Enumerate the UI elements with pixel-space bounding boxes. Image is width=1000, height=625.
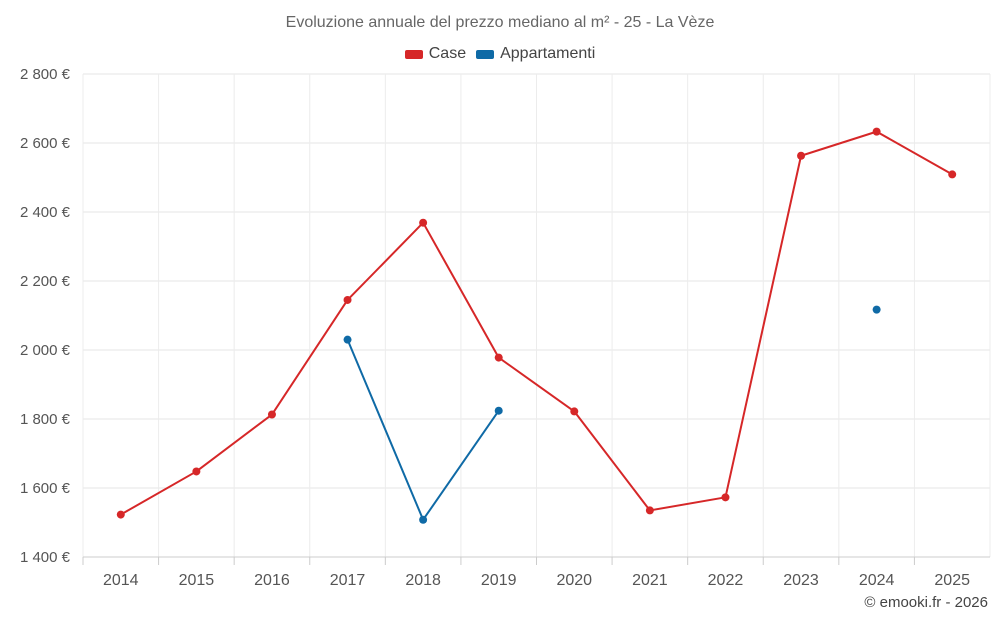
legend-label-case: Case [428, 45, 467, 62]
x-tick-label: 2025 [934, 572, 970, 589]
chart-title: Evoluzione annuale del prezzo mediano al… [285, 14, 715, 31]
x-tick-label: 2022 [708, 572, 744, 589]
legend-item-appartamenti[interactable]: Appartamenti [476, 45, 595, 63]
data-point-case[interactable] [419, 218, 428, 227]
data-point-case[interactable] [948, 170, 957, 179]
series-line-case [120, 130, 953, 516]
x-tick-label: 2020 [556, 572, 592, 589]
data-point-case[interactable] [872, 127, 881, 136]
data-point-appartamenti[interactable] [343, 335, 352, 344]
legend: Case Appartamenti [0, 45, 1000, 63]
legend-swatch-case [404, 49, 423, 59]
x-tick-label: 2021 [632, 572, 668, 589]
y-tick-label: 1 800 € [20, 411, 71, 428]
y-tick-label: 1 600 € [20, 480, 71, 497]
data-point-case[interactable] [721, 493, 730, 502]
y-tick-label: 2 800 € [20, 66, 71, 83]
x-tick-label: 2016 [254, 572, 290, 589]
x-tick-label: 2023 [783, 572, 819, 589]
data-point-case[interactable] [570, 407, 579, 416]
data-point-case[interactable] [116, 510, 125, 519]
x-tick-label: 2017 [330, 572, 366, 589]
copyright-credit: © emooki.fr - 2026 [864, 594, 988, 611]
data-point-case[interactable] [192, 467, 201, 476]
x-tick-label: 2018 [405, 572, 441, 589]
x-tick-label: 2019 [481, 572, 517, 589]
data-point-case[interactable] [494, 353, 503, 362]
data-point-case[interactable] [267, 410, 276, 419]
x-tick-label: 2015 [179, 572, 215, 589]
data-point-case[interactable] [797, 151, 806, 160]
series-line-appartamenti [346, 339, 500, 521]
data-point-appartamenti[interactable] [872, 305, 881, 314]
x-tick-label: 2014 [103, 572, 139, 589]
y-tick-label: 2 600 € [20, 135, 71, 152]
y-tick-label: 2 200 € [20, 273, 71, 290]
legend-item-case[interactable]: Case [404, 45, 467, 63]
data-point-case[interactable] [645, 506, 654, 515]
data-point-appartamenti[interactable] [494, 406, 503, 415]
data-point-appartamenti[interactable] [419, 515, 428, 524]
y-tick-label: 2 400 € [20, 204, 71, 221]
legend-label-appartamenti: Appartamenti [500, 45, 596, 62]
x-tick-label: 2024 [859, 572, 895, 589]
legend-swatch-appartamenti [476, 49, 495, 59]
data-point-case[interactable] [343, 295, 352, 304]
y-tick-label: 2 000 € [20, 342, 71, 359]
y-tick-label: 1 400 € [20, 549, 71, 566]
